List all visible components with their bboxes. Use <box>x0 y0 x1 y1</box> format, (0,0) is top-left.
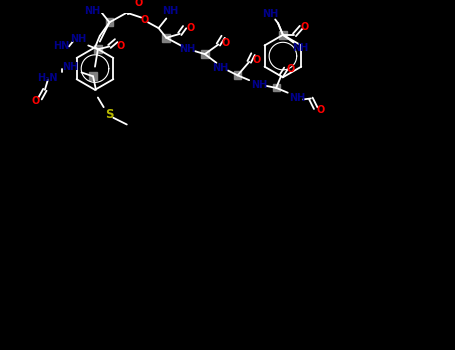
Text: O: O <box>253 55 261 65</box>
Text: O: O <box>222 37 230 48</box>
Text: O: O <box>301 22 309 32</box>
Text: NH: NH <box>289 93 305 104</box>
Text: NH: NH <box>71 34 87 44</box>
Polygon shape <box>162 34 170 42</box>
Text: NH: NH <box>251 80 267 90</box>
Polygon shape <box>273 84 279 91</box>
Polygon shape <box>201 50 209 58</box>
Polygon shape <box>279 31 287 39</box>
Text: NH: NH <box>162 6 178 16</box>
Text: NH: NH <box>62 62 78 72</box>
Text: O: O <box>134 0 142 8</box>
Text: S: S <box>105 108 114 121</box>
Text: O: O <box>186 23 195 33</box>
Text: H₂N: H₂N <box>37 73 58 83</box>
Text: NH: NH <box>212 63 228 73</box>
Polygon shape <box>94 46 102 53</box>
Text: HN: HN <box>53 41 69 51</box>
Text: O: O <box>117 41 125 51</box>
Polygon shape <box>89 72 97 80</box>
Text: NH: NH <box>84 6 100 16</box>
Polygon shape <box>106 19 113 26</box>
Text: O: O <box>140 15 148 26</box>
Text: NH: NH <box>292 43 308 53</box>
Text: O: O <box>316 105 324 115</box>
Text: NH: NH <box>179 44 196 54</box>
Text: O: O <box>31 96 40 106</box>
Polygon shape <box>234 71 242 79</box>
Text: O: O <box>287 64 295 74</box>
Text: NH: NH <box>262 9 278 19</box>
